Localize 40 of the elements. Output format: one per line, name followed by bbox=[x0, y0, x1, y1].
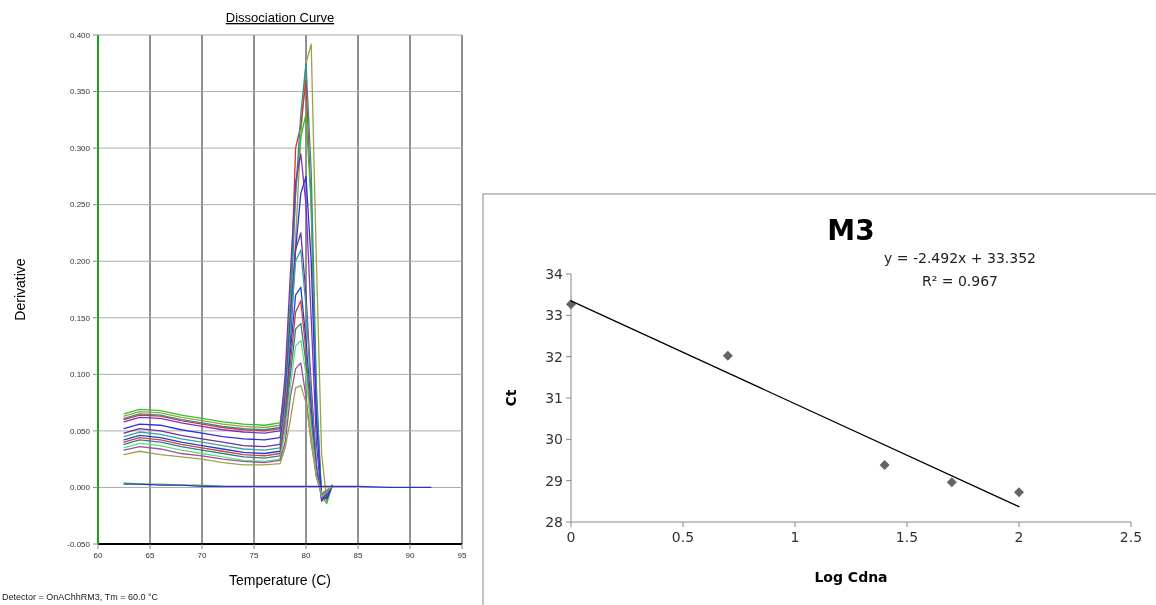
y-tick-label: -0.050 bbox=[67, 539, 91, 549]
x-tick-label: 1 bbox=[790, 529, 800, 545]
x-tick-label: 70 bbox=[197, 551, 207, 560]
x-tick-label: 80 bbox=[301, 551, 311, 560]
x-tick-label: 95 bbox=[457, 551, 467, 560]
y-tick-label: 0.250 bbox=[69, 200, 91, 210]
x-tick-label: 1.5 bbox=[895, 529, 919, 545]
x-tick-label: 0 bbox=[566, 529, 576, 545]
x-tick-label: 2 bbox=[1014, 529, 1024, 545]
y-tick-label: 0.150 bbox=[69, 313, 91, 323]
y-tick-label: 0.200 bbox=[69, 257, 91, 267]
y-tick-label: 0.300 bbox=[69, 143, 91, 153]
y-tick-label: 0.000 bbox=[69, 483, 91, 493]
text: Detector = OnAChhRM3, Tm = 60.0 °C bbox=[2, 592, 159, 602]
text: y = -2.492x + 33.352 bbox=[884, 250, 1036, 266]
x-tick-label: 65 bbox=[145, 551, 155, 560]
y-tick-label: 32 bbox=[545, 348, 563, 365]
y-axis-title: Ct bbox=[503, 389, 519, 407]
x-tick-label: 2.5 bbox=[1119, 529, 1143, 545]
x-tick-label: 75 bbox=[249, 551, 259, 560]
x-tick-label: 60 bbox=[93, 551, 103, 560]
y-tick-label: 0.350 bbox=[69, 87, 91, 97]
x-axis-title: Temperature (C) bbox=[229, 572, 331, 588]
x-tick-label: 90 bbox=[405, 551, 415, 560]
y-tick-label: 30 bbox=[545, 431, 563, 448]
y-tick-label: 0.400 bbox=[69, 30, 91, 40]
y-tick-label: 33 bbox=[545, 307, 563, 324]
x-tick-label: 0.5 bbox=[671, 529, 695, 545]
y-tick-label: 29 bbox=[545, 472, 563, 489]
x-tick-label: 85 bbox=[353, 551, 363, 560]
y-axis-title: Derivative bbox=[12, 258, 28, 321]
chart-title: Dissociation Curve bbox=[225, 10, 335, 25]
y-tick-label: 34 bbox=[545, 265, 564, 282]
y-tick-label: 0.050 bbox=[69, 426, 91, 436]
y-tick-label: 0.100 bbox=[69, 370, 91, 380]
chart-title: M3 bbox=[827, 214, 875, 247]
y-tick-label: 31 bbox=[545, 389, 563, 406]
annotation: R² = 0.967 bbox=[921, 273, 999, 289]
y-tick-label: 28 bbox=[545, 513, 563, 530]
x-axis-title: Log Cdna bbox=[814, 569, 888, 585]
